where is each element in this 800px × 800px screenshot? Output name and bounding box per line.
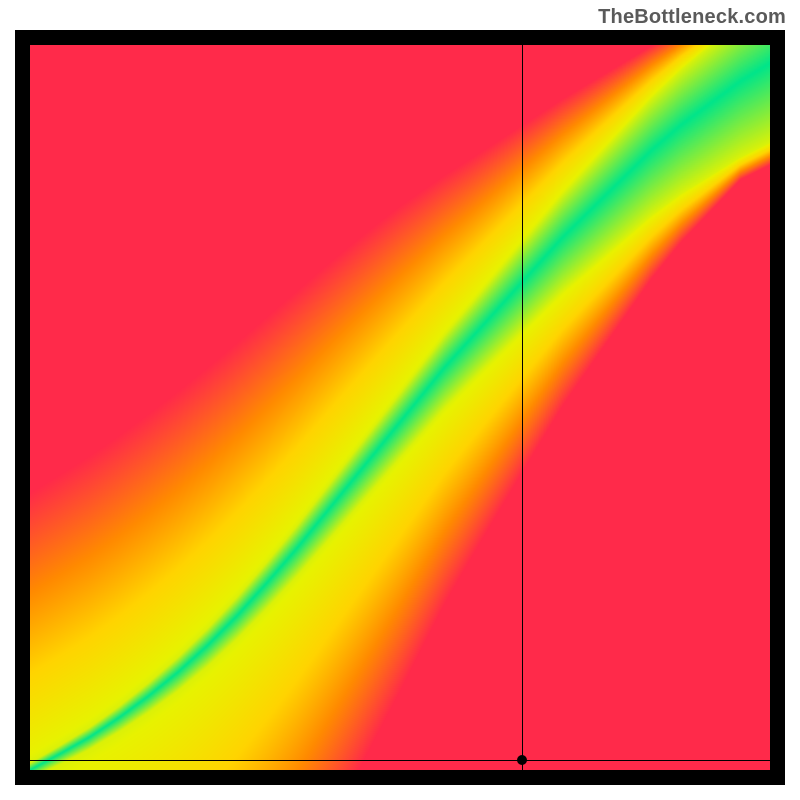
crosshair-horizontal [30,760,770,761]
crosshair-marker [517,755,527,765]
heatmap-plot [30,45,770,770]
crosshair-vertical [522,45,523,770]
chart-container: TheBottleneck.com [0,0,800,800]
heatmap-canvas [30,45,770,770]
watermark-text: TheBottleneck.com [598,6,786,29]
